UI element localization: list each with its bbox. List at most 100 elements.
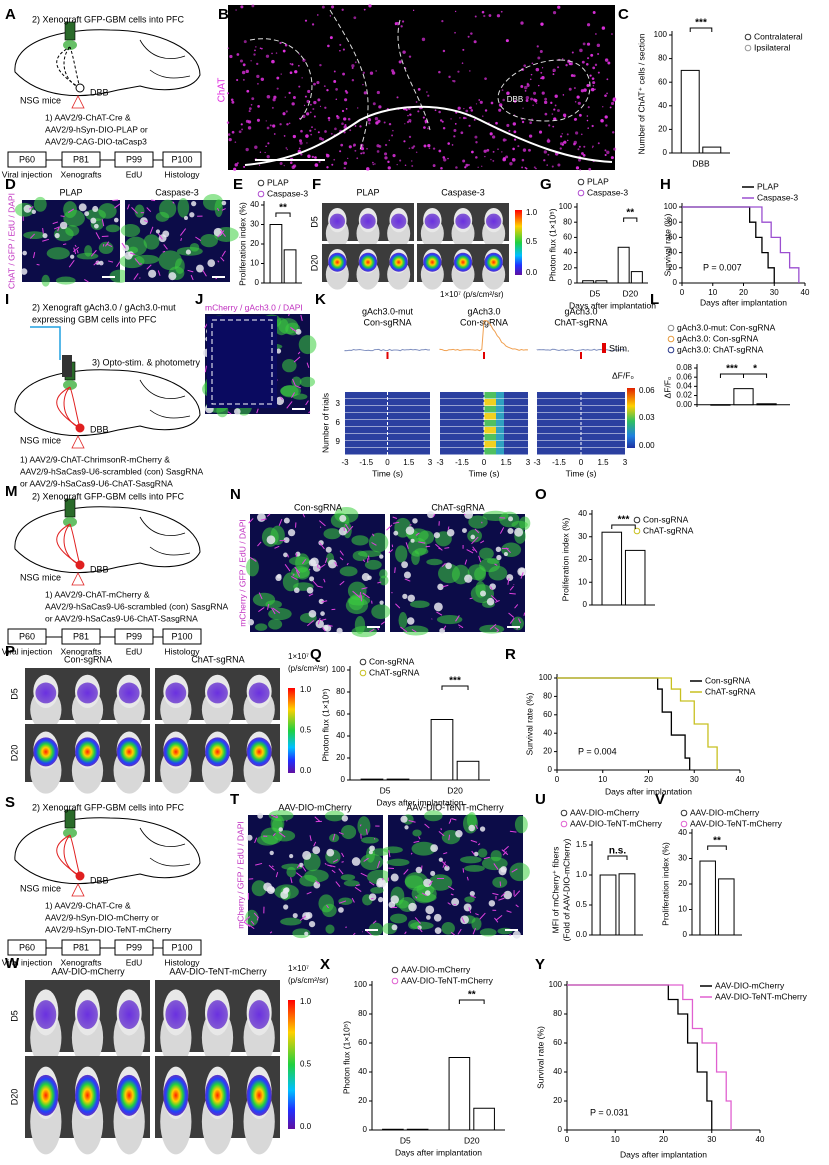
legend-label: AAV-DIO-TeNT-mCherry: [690, 818, 783, 828]
chat-signal: [600, 118, 604, 123]
bar: [448, 1057, 471, 1131]
fiber: [271, 607, 276, 615]
chat-signal: [475, 156, 478, 159]
fiber: [204, 323, 208, 329]
chat-signal: [305, 134, 309, 138]
label: AAV2/9-hSyn-DIO-PLAP or: [45, 124, 148, 134]
chat-signal: [260, 47, 263, 50]
fiber: [320, 618, 327, 622]
chat-signal: [291, 63, 294, 66]
fiber: [368, 881, 375, 886]
chat-signal: [439, 119, 443, 122]
signal: [118, 682, 140, 704]
chat-signal: [508, 129, 511, 132]
panel-letter: N: [230, 486, 241, 503]
fiber: [324, 862, 327, 865]
x-tick-label: 0: [555, 775, 560, 784]
chat-signal: [299, 141, 303, 145]
signal: [205, 1074, 230, 1116]
y-tick-label: 60: [543, 710, 552, 719]
chat-signal: [331, 5, 335, 9]
y-tick-label: 20: [658, 125, 667, 134]
x-tick-label: 20: [739, 288, 748, 297]
chat-signal: [248, 107, 252, 111]
chat-signal: [321, 5, 325, 9]
chat-signal: [273, 95, 277, 99]
chat-signal: [492, 159, 495, 162]
nucleus: [318, 540, 324, 546]
micrograph: [14, 196, 131, 287]
fiber: [313, 841, 317, 847]
chat-signal: [532, 104, 534, 107]
fiber: [388, 549, 394, 554]
cell: [268, 607, 292, 621]
fiber: [492, 892, 499, 896]
fiber: [157, 270, 161, 276]
label: mCherry / GFP / EdU / DAPI: [237, 519, 247, 627]
bar: [386, 778, 410, 781]
nucleus: [503, 890, 512, 900]
y-tick-label: 0: [663, 148, 668, 157]
fiber: [448, 834, 451, 841]
fiber: [466, 876, 469, 881]
fiber: [494, 600, 500, 603]
cell: [158, 250, 182, 271]
cell: [409, 600, 430, 609]
cell: [214, 199, 223, 217]
chat-signal: [481, 165, 483, 167]
label: P60: [19, 154, 35, 164]
fiber: [317, 617, 321, 625]
x-tick-label: 30: [770, 288, 779, 297]
fiber: [436, 611, 443, 616]
chat-signal: [552, 70, 555, 72]
chat-signal: [279, 161, 283, 165]
signal: [360, 213, 376, 229]
chat-signal: [254, 49, 256, 52]
significance: *: [753, 364, 757, 375]
fiber: [216, 207, 220, 211]
fiber: [346, 562, 349, 566]
cell: [509, 862, 530, 882]
cell: [299, 874, 318, 887]
chat-signal: [500, 10, 503, 13]
fiber: [474, 528, 480, 534]
chat-signal: [327, 116, 331, 120]
x-tick-label: 30: [690, 775, 699, 784]
heat-cell: [484, 420, 496, 427]
chat-signal: [354, 61, 357, 64]
y-axis-label: Photon flux (1×10⁵): [547, 208, 557, 281]
signal: [77, 682, 98, 704]
panel-letter: X: [320, 956, 330, 973]
chat-signal: [490, 101, 494, 105]
chat-signal: [580, 89, 585, 93]
legend-marker: [257, 190, 265, 198]
nucleus: [283, 537, 290, 544]
chat-signal: [356, 157, 359, 160]
fiber: [133, 273, 139, 280]
fiber: [405, 542, 409, 549]
chat-signal: [307, 89, 311, 94]
y-tick-label: 60: [553, 1038, 562, 1047]
chat-signal: [339, 49, 341, 52]
label: 1×10⁷: [288, 652, 309, 661]
chat-signal: [513, 130, 517, 134]
chat-signal: [453, 135, 456, 138]
chat-signal: [474, 135, 478, 139]
label: Viral injection: [2, 646, 53, 656]
y-tick-label: 0: [363, 1125, 368, 1134]
fiber: [359, 824, 362, 827]
timeline-box: [7, 151, 47, 168]
fiber: [60, 215, 65, 217]
chat-signal: [597, 71, 600, 74]
nucleus: [312, 846, 321, 855]
y-axis-label: Photon flux (1×10⁵): [341, 1021, 351, 1094]
chat-signal: [592, 145, 594, 148]
fiber: [157, 233, 163, 240]
nucleus: [464, 509, 474, 519]
chat-signal: [265, 54, 270, 58]
label: DBB: [507, 95, 523, 104]
nucleus: [500, 866, 507, 873]
fiber: [442, 861, 446, 868]
chat-signal: [391, 134, 394, 137]
fiber: [76, 249, 79, 254]
